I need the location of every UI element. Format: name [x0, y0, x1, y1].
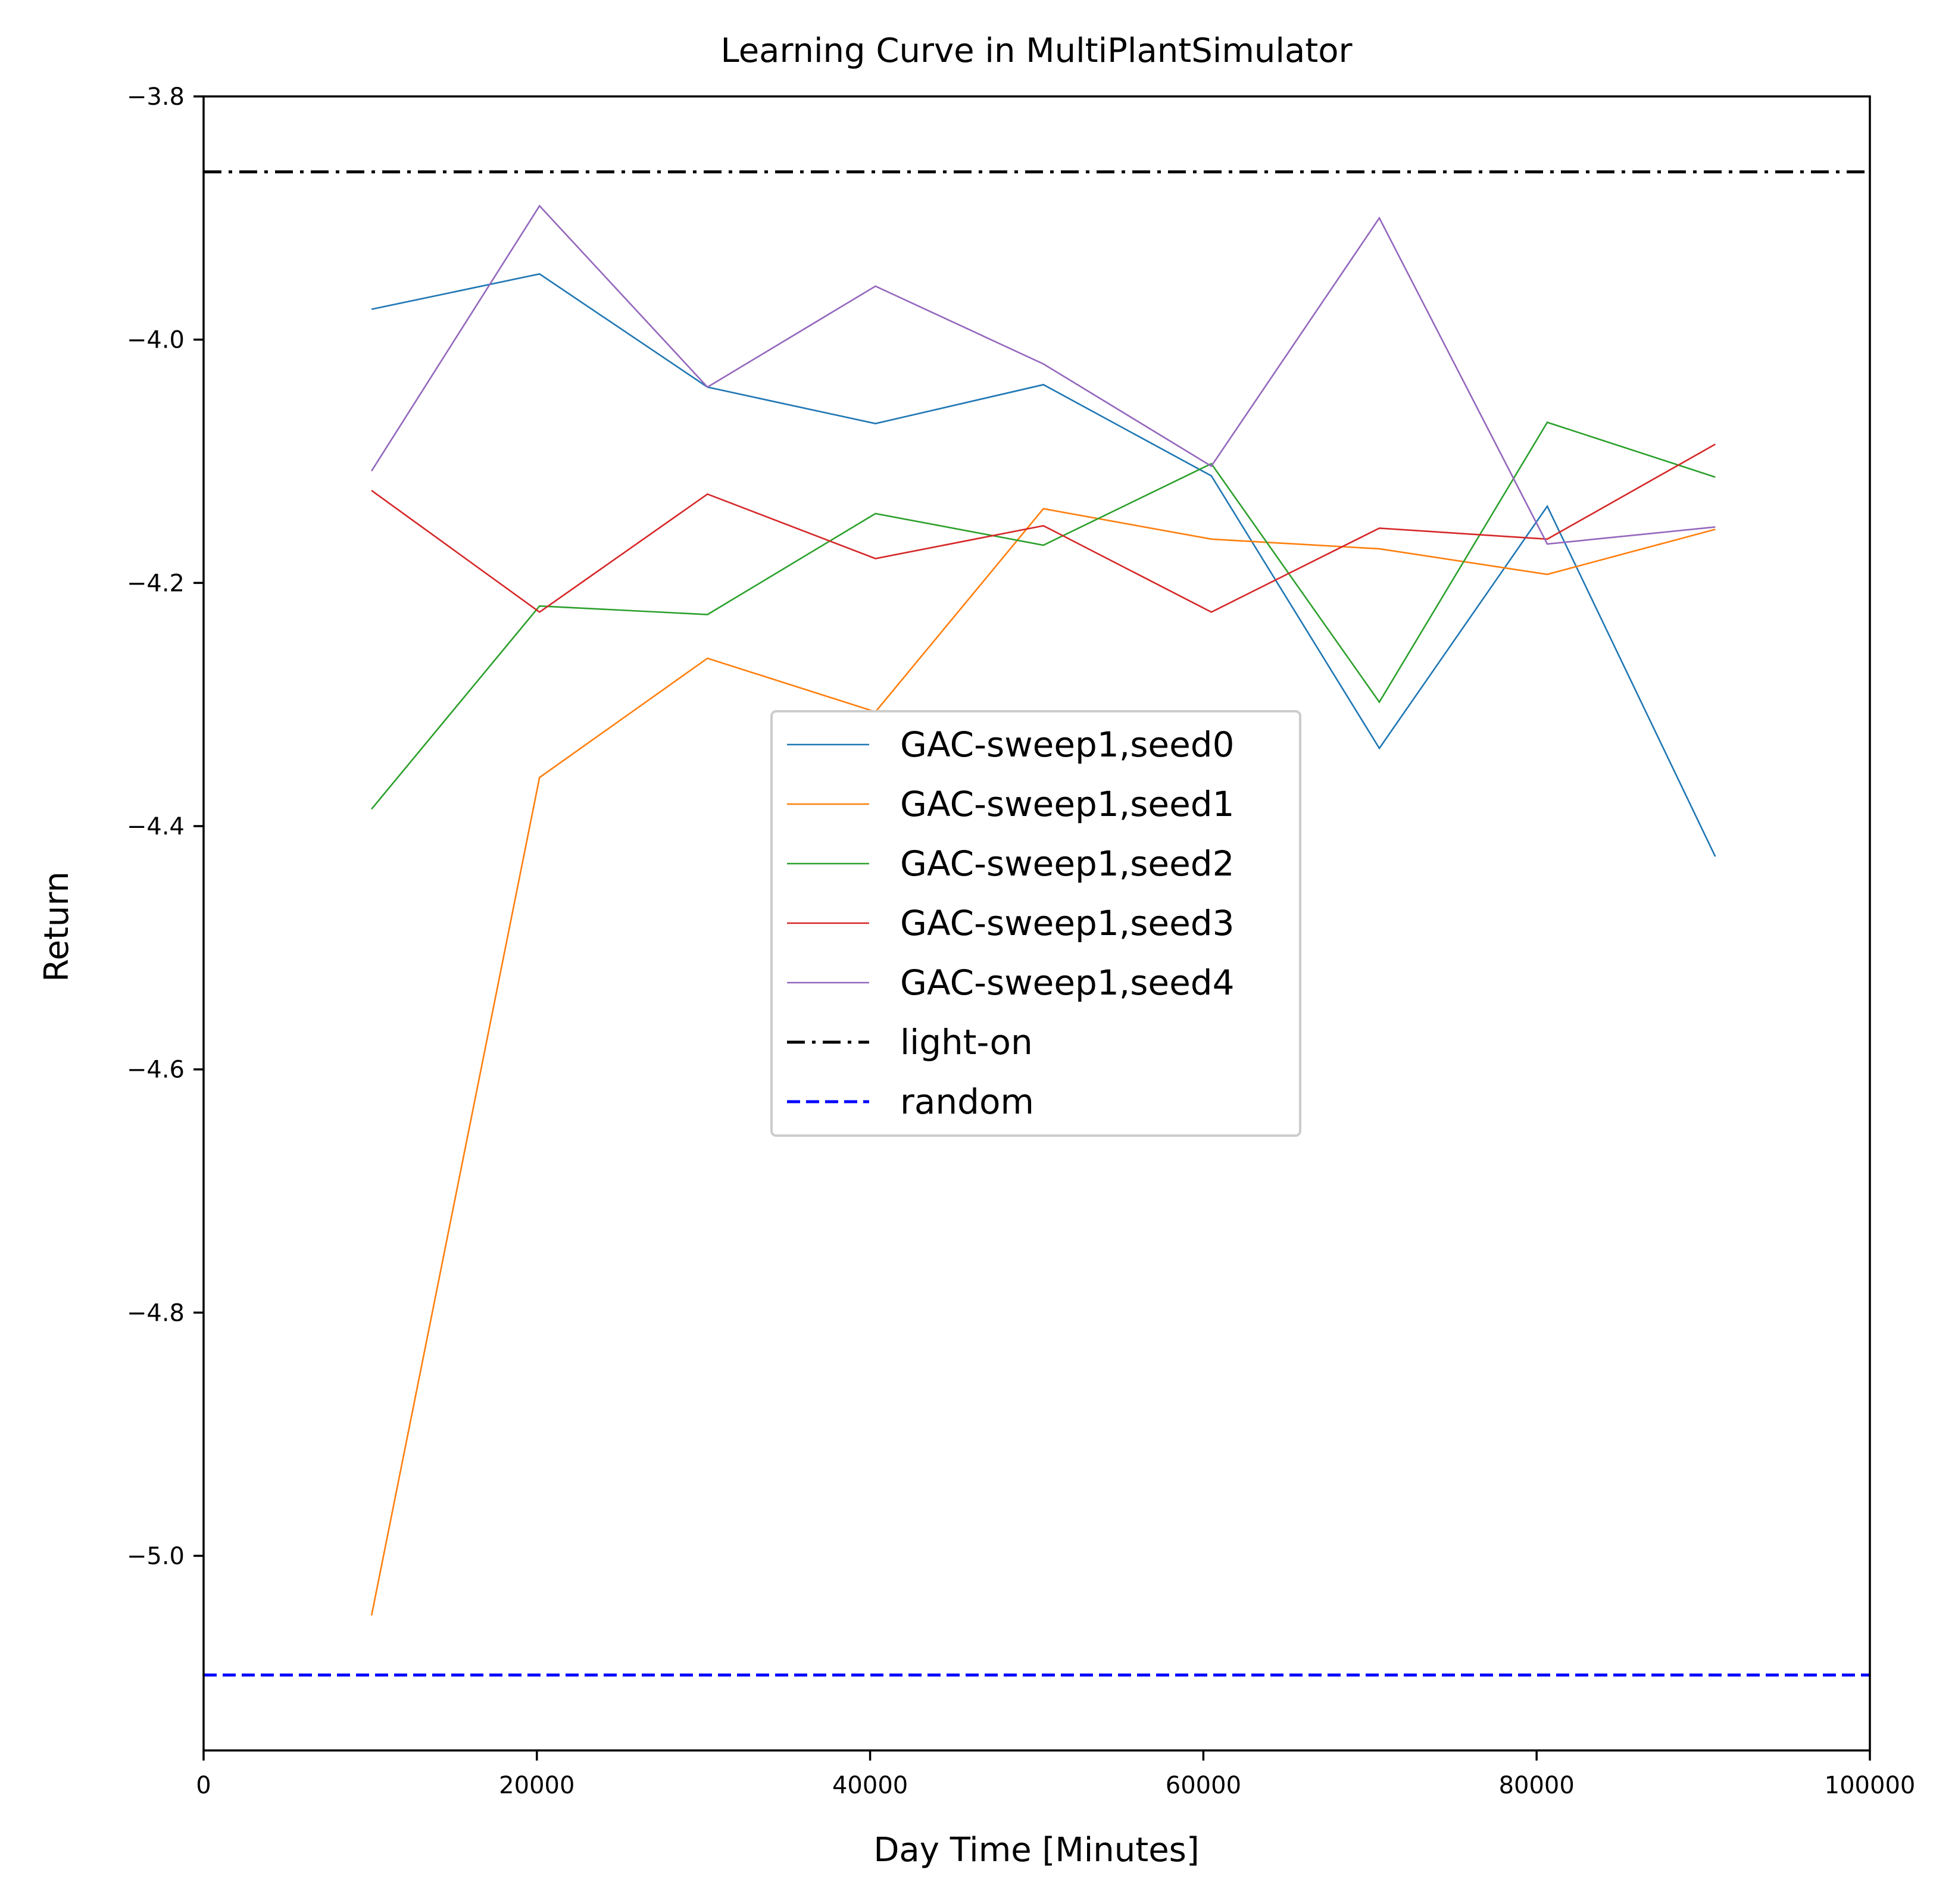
series-line-seed3: [371, 443, 1716, 613]
legend-entry-label: random: [900, 1081, 1034, 1122]
x-axis-label: Day Time [Minutes]: [873, 1831, 1199, 1869]
x-tick-label: 60000: [1166, 1772, 1241, 1799]
legend-entry-label: GAC-sweep1,seed3: [900, 903, 1235, 943]
y-tick-label: −4.2: [127, 570, 185, 597]
legend: GAC-sweep1,seed0 GAC-sweep1,seed1 GAC-swee…: [770, 710, 1301, 1137]
y-tick-label: −4.8: [127, 1299, 185, 1327]
chart-title: Learning Curve in MultiPlantSimulator: [720, 32, 1353, 70]
legend-box: [770, 710, 1301, 1137]
reference-lines: [204, 170, 1870, 1677]
legend-entry-label: GAC-sweep1,seed2: [900, 843, 1235, 884]
plot-area: [204, 170, 1870, 1677]
y-axis-ticks: −3.8 −4.0 −4.2 −4.4 −4.6 −4.8 −5.0: [127, 83, 204, 1570]
legend-entry-label: GAC-sweep1,seed4: [900, 962, 1235, 1003]
plot-frame: [202, 95, 1871, 1752]
y-tick-label: −4.4: [127, 813, 185, 840]
series-lines: [370, 204, 1716, 1616]
x-tick-label: 40000: [832, 1772, 908, 1799]
series-line-seed1: [370, 508, 1716, 1616]
x-tick-label: 100000: [1825, 1772, 1916, 1799]
y-tick-label: −3.8: [127, 83, 185, 111]
y-tick-label: −5.0: [127, 1543, 185, 1570]
y-tick-label: −4.6: [127, 1056, 185, 1084]
legend-entry-label: light-on: [900, 1022, 1033, 1062]
x-axis-ticks: 0 20000 40000 60000 80000 100000: [196, 1750, 1915, 1799]
x-tick-label: 20000: [499, 1772, 574, 1799]
x-tick-label: 80000: [1499, 1772, 1575, 1799]
series-line-seed0: [371, 273, 1716, 857]
y-axis-label: Return: [38, 871, 76, 982]
y-tick-label: −4.0: [127, 327, 185, 354]
x-tick-label: 0: [196, 1772, 211, 1799]
series-line-seed2: [371, 421, 1716, 810]
legend-entry-label: GAC-sweep1,seed1: [900, 784, 1235, 824]
legend-entry-label: GAC-sweep1,seed0: [900, 724, 1235, 765]
series-line-seed4: [371, 204, 1716, 545]
